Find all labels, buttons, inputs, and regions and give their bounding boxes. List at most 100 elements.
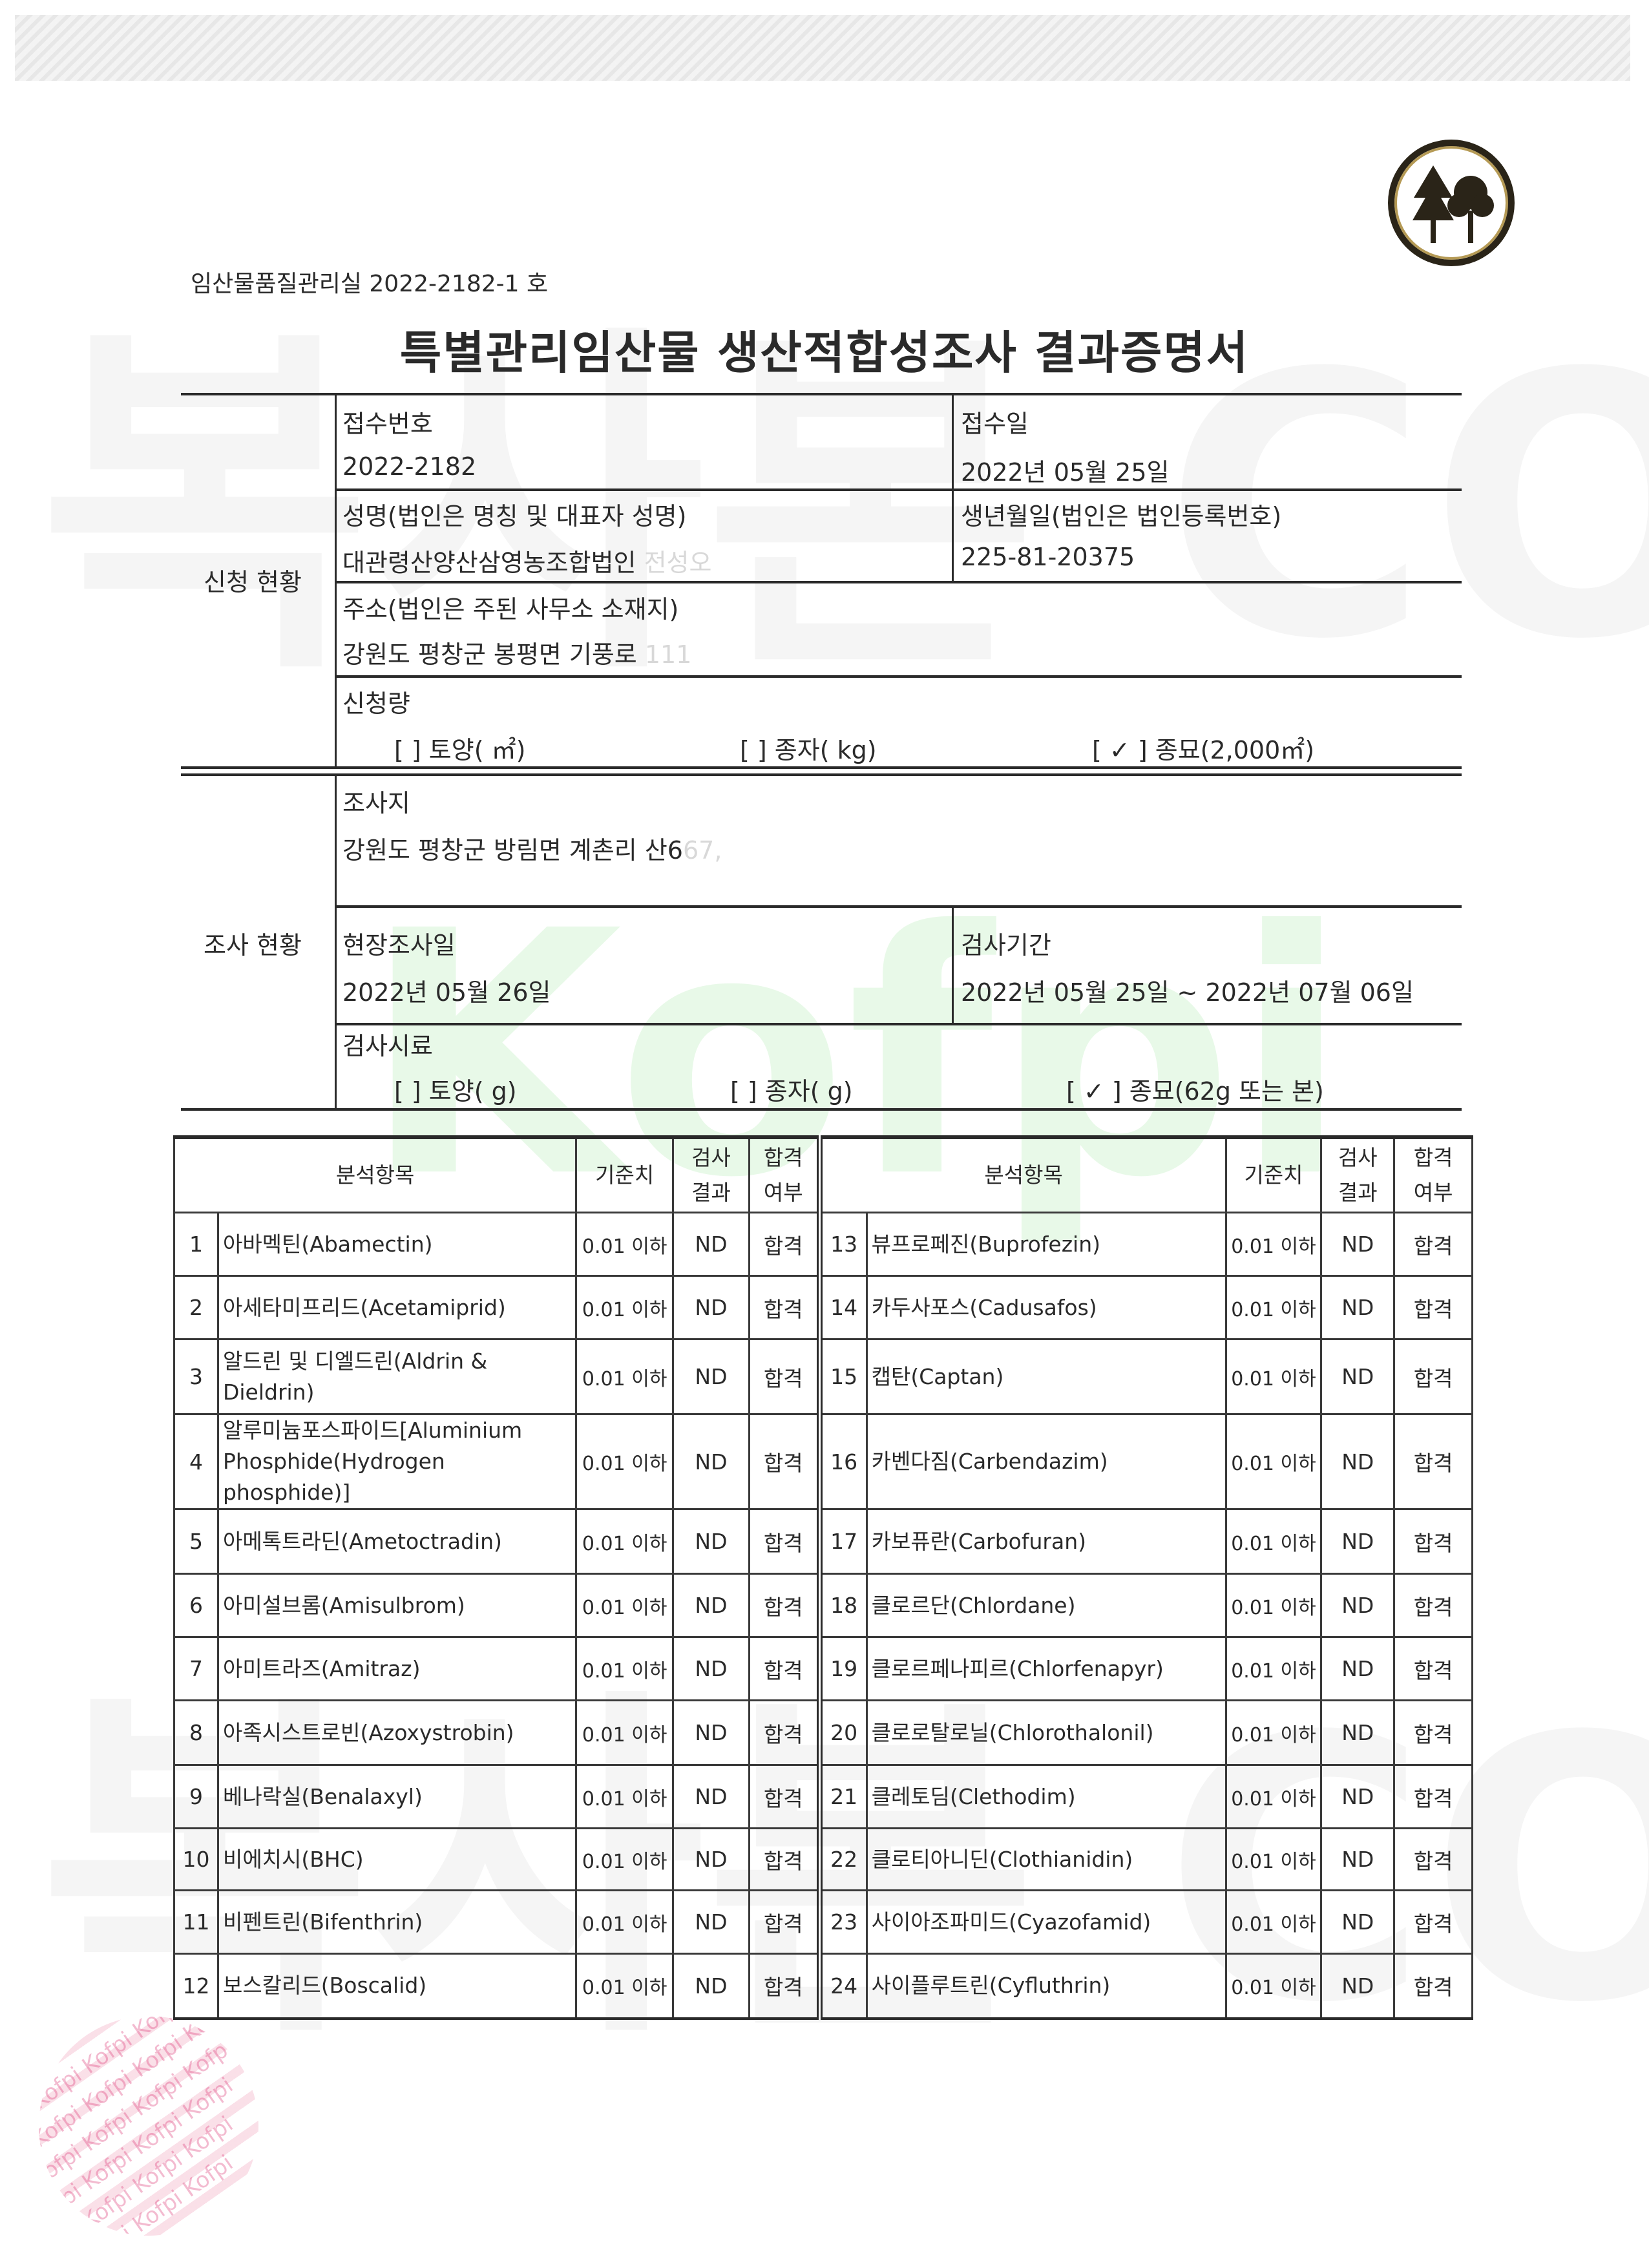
- analyte-name: 아미설브롬(Amisulbrom): [216, 1573, 578, 1638]
- row-number: 19: [816, 1636, 868, 1701]
- standard-value: 0.01 이하: [1224, 1275, 1323, 1340]
- test-result: ND: [1320, 1636, 1396, 1701]
- analyte-name: 클레토딤(Clethodim): [865, 1764, 1227, 1829]
- analyte-name: 클로로탈로닐(Chlorothalonil): [865, 1699, 1227, 1766]
- row-number: 21: [816, 1764, 868, 1829]
- row-number: 8: [173, 1699, 219, 1766]
- field-date: 2022년 05월 26일: [342, 978, 551, 1007]
- analyte-name: 알루미늄포스파이드[Aluminium Phosphide(Hydrogen p…: [216, 1413, 578, 1510]
- analyte-name: 뷰프로페진(Buprofezin): [865, 1212, 1227, 1277]
- test-result: ND: [672, 1573, 750, 1638]
- divider: [181, 773, 1462, 776]
- application-section-label: 신청 현황: [204, 568, 302, 596]
- row-number: 22: [816, 1827, 868, 1891]
- receipt-date: 2022년 05월 25일: [961, 458, 1170, 487]
- divider: [181, 393, 1462, 395]
- page-title: 특별관리임산물 생산적합성조사 결과증명서: [399, 326, 1250, 379]
- table-row: 4 알루미늄포스파이드[Aluminium Phosphide(Hydrogen …: [173, 1413, 1473, 1510]
- pass-status: 합격: [1393, 1889, 1473, 1955]
- table-row: 3 알드린 및 디엘드린(Aldrin & Dieldrin) 0.01 이하 ND 합…: [173, 1338, 1473, 1415]
- pass-status: 합격: [1393, 1764, 1473, 1829]
- standard-value: 0.01 이하: [1224, 1212, 1323, 1277]
- analyte-name: 아세타미프리드(Acetamiprid): [216, 1275, 578, 1340]
- applicant-representative-faint: 전성오: [644, 549, 712, 577]
- test-result: ND: [672, 1212, 750, 1277]
- row-number: 17: [816, 1508, 868, 1575]
- analyte-name: 캡탄(Captan): [865, 1338, 1227, 1415]
- divider: [335, 675, 1462, 678]
- pass-status: 합격: [748, 1413, 821, 1510]
- table-row: 12 보스칼리드(Boscalid) 0.01 이하 ND 합격 24 사이플루트린(Cyf…: [173, 1953, 1473, 2019]
- test-result: ND: [672, 1275, 750, 1340]
- row-number: 11: [173, 1889, 219, 1955]
- receipt-no-label: 접수번호: [342, 410, 433, 438]
- security-pattern-band: [15, 15, 1630, 81]
- document-number: 임산물품질관리실 2022-2182-1 호: [191, 271, 549, 297]
- divider: [335, 581, 1462, 583]
- table-row: 10 비에치시(BHC) 0.01 이하 ND 합격 22 클로티아니딘(Clothiani…: [173, 1827, 1473, 1891]
- sample-option-soil: [ ] 토양( g): [394, 1077, 517, 1106]
- analyte-name: 아족시스트로빈(Azoxystrobin): [216, 1699, 578, 1766]
- results-table: 분석항목 기준치 검사 결과 합격 여부 분석항목 기준치 검사 결과 합격 여…: [173, 1135, 1473, 2020]
- forest-logo-icon: [1388, 140, 1515, 266]
- test-result: ND: [1320, 1212, 1396, 1277]
- row-number: 9: [173, 1764, 219, 1829]
- test-result: ND: [1320, 1508, 1396, 1575]
- test-result: ND: [672, 1338, 750, 1415]
- analyte-name: 보스칼리드(Boscalid): [216, 1953, 578, 2019]
- header-pass: 합격 여부: [1393, 1136, 1473, 1213]
- test-result: ND: [1320, 1338, 1396, 1415]
- pass-status: 합격: [748, 1573, 821, 1638]
- table-row: 1 아바멕틴(Abamectin) 0.01 이하 ND 합격 13 뷰프로페진(Bupro…: [173, 1212, 1473, 1277]
- reg-no: 225-81-20375: [961, 543, 1135, 571]
- reg-label: 생년월일(법인은 법인등록번호): [961, 502, 1282, 530]
- header-pass: 합격 여부: [748, 1136, 821, 1213]
- amount-option-soil: [ ] 토양( ㎡): [394, 736, 526, 764]
- pass-status: 합격: [748, 1764, 821, 1829]
- standard-value: 0.01 이하: [1224, 1338, 1323, 1415]
- test-result: ND: [672, 1764, 750, 1829]
- amount-label: 신청량: [342, 689, 410, 718]
- receipt-date-label: 접수일: [961, 410, 1029, 438]
- row-number: 16: [816, 1413, 868, 1510]
- header-result: 검사 결과: [1320, 1136, 1396, 1213]
- standard-value: 0.01 이하: [575, 1508, 675, 1575]
- row-number: 6: [173, 1573, 219, 1638]
- row-number: 15: [816, 1338, 868, 1415]
- test-result: ND: [1320, 1275, 1396, 1340]
- row-number: 10: [173, 1827, 219, 1891]
- divider: [335, 774, 337, 1109]
- site-label: 조사지: [342, 789, 410, 817]
- test-result: ND: [1320, 1827, 1396, 1891]
- divider: [335, 393, 337, 768]
- standard-value: 0.01 이하: [575, 1764, 675, 1829]
- standard-value: 0.01 이하: [1224, 1636, 1323, 1701]
- pass-status: 합격: [1393, 1338, 1473, 1415]
- standard-value: 0.01 이하: [575, 1699, 675, 1766]
- pass-status: 합격: [748, 1889, 821, 1955]
- standard-value: 0.01 이하: [1224, 1889, 1323, 1955]
- period-label: 검사기간: [961, 931, 1051, 960]
- pass-status: 합격: [748, 1636, 821, 1701]
- test-result: ND: [1320, 1764, 1396, 1829]
- survey-site-text: 강원도 평창군 방림면 계촌리 산6: [342, 836, 683, 865]
- table-row: 9 베나락실(Benalaxyl) 0.01 이하 ND 합격 21 클레토딤(Cletho…: [173, 1764, 1473, 1829]
- row-number: 4: [173, 1413, 219, 1510]
- standard-value: 0.01 이하: [1224, 1508, 1323, 1575]
- analyte-name: 사이아조파미드(Cyazofamid): [865, 1889, 1227, 1955]
- standard-value: 0.01 이하: [575, 1212, 675, 1277]
- standard-value: 0.01 이하: [1224, 1699, 1323, 1766]
- amount-option-seed: [ ] 종자( kg): [740, 736, 877, 764]
- test-result: ND: [1320, 1699, 1396, 1766]
- table-row: 11 비펜트린(Bifenthrin) 0.01 이하 ND 합격 23 사이아조파미드(C…: [173, 1889, 1473, 1955]
- divider: [335, 488, 1462, 491]
- test-result: ND: [1320, 1953, 1396, 2019]
- pass-status: 합격: [1393, 1413, 1473, 1510]
- row-number: 7: [173, 1636, 219, 1701]
- pass-status: 합격: [748, 1508, 821, 1575]
- pass-status: 합격: [1393, 1699, 1473, 1766]
- table-row: 7 아미트라즈(Amitraz) 0.01 이하 ND 합격 19 클로르페나피르(Chlo…: [173, 1636, 1473, 1701]
- test-result: ND: [672, 1699, 750, 1766]
- analyte-name: 카벤다짐(Carbendazim): [865, 1413, 1227, 1510]
- divider: [181, 766, 1462, 769]
